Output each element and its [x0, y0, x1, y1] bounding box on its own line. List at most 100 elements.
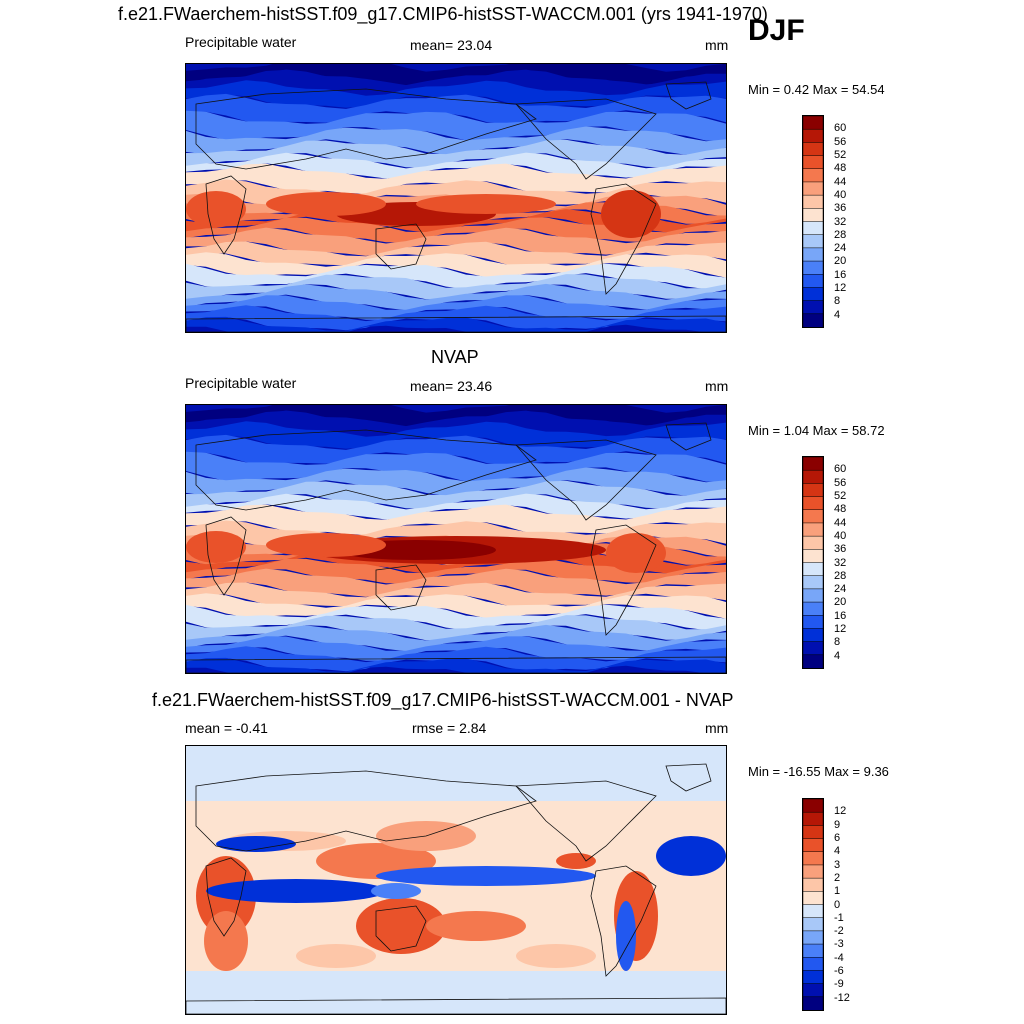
panel1-mean-label: mean= 23.04 — [410, 37, 493, 53]
panel1-map-plot — [186, 64, 726, 332]
panel3-mean-label: mean = -0.41 — [185, 720, 268, 736]
coastline — [515, 780, 657, 862]
contour-blob — [204, 911, 248, 971]
coastline — [375, 223, 427, 270]
colorbar-box — [803, 260, 823, 275]
contour-band — [186, 582, 726, 607]
contour-band — [186, 241, 726, 266]
colorbar-box — [803, 128, 823, 143]
coastline — [665, 763, 712, 792]
contour-band — [186, 451, 726, 483]
colorbar-tick-label: 24 — [834, 242, 847, 255]
colorbar-box — [803, 522, 823, 537]
contour-band — [186, 410, 726, 437]
colorbar-box — [803, 825, 823, 840]
contour-blob — [516, 944, 596, 968]
colorbar-box — [803, 457, 823, 471]
colorbar-box — [803, 300, 823, 315]
coastline — [195, 770, 537, 852]
contour-band — [186, 593, 726, 619]
colorbar-box — [803, 864, 823, 879]
contour-band — [186, 636, 726, 661]
contour-blob — [356, 898, 446, 954]
contour-blob — [296, 944, 376, 968]
colorbar-tick-label: 16 — [834, 268, 847, 281]
panel3-units-label: mm — [705, 720, 729, 736]
colorbar-tick-label: -3 — [834, 938, 844, 951]
contour-band — [186, 227, 726, 256]
colorbar-box — [803, 641, 823, 656]
colorbar-box — [803, 168, 823, 183]
colorbar-tick-label: 56 — [834, 135, 847, 148]
colorbar-box — [803, 811, 823, 826]
colorbar-tick-label: 12 — [834, 805, 847, 818]
colorbar-tick-label: 52 — [834, 489, 847, 502]
panel3-rmse-label: rmse = 2.84 — [412, 720, 487, 736]
colorbar-tick-label: -2 — [834, 925, 844, 938]
contour-band — [186, 615, 726, 641]
colorbar-tick-label: 1 — [834, 885, 841, 898]
panel1-map — [185, 63, 727, 333]
colorbar-box — [803, 221, 823, 236]
panel2-units-label: mm — [705, 378, 729, 394]
colorbar-tick-label: 60 — [834, 463, 847, 476]
colorbar-tick-label: 8 — [834, 295, 841, 308]
contour-blob — [616, 901, 636, 971]
colorbar-box — [803, 891, 823, 906]
colorbar-box — [803, 181, 823, 196]
colorbar-box — [803, 549, 823, 564]
coastline — [590, 865, 657, 977]
contour-blob — [216, 836, 296, 852]
coastline — [205, 857, 247, 937]
panel2-map — [185, 404, 727, 674]
contour-band — [186, 274, 726, 300]
contour-blob — [601, 190, 661, 238]
contour-band — [186, 657, 726, 673]
colorbar-box — [803, 615, 823, 629]
colorbar-tick-label: 12 — [834, 282, 847, 295]
colorbar-box — [803, 274, 823, 288]
coastline — [515, 439, 657, 521]
coastline — [195, 429, 537, 511]
coastline — [186, 315, 726, 332]
colorbar-tick-label: 12 — [834, 623, 847, 636]
colorbar-tick-label: 0 — [834, 898, 841, 911]
panel1-variable-label: Precipitable water — [185, 34, 297, 50]
contour-blob — [266, 533, 386, 557]
colorbar-box — [803, 996, 823, 1010]
contour-blob — [371, 883, 421, 899]
colorbar-box — [803, 970, 823, 985]
colorbar-box — [803, 313, 823, 327]
panel3-colorbar — [802, 798, 824, 1011]
colorbar-box — [803, 983, 823, 998]
colorbar-tick-label: 32 — [834, 215, 847, 228]
contour-band — [186, 568, 726, 597]
panel1-units-label: mm — [705, 37, 729, 53]
colorbar-tick-label: 44 — [834, 516, 847, 529]
colorbar-tick-label: 9 — [834, 818, 841, 831]
colorbar-box — [803, 155, 823, 170]
colorbar-box — [803, 588, 823, 603]
coastline — [186, 656, 726, 673]
colorbar-tick-label: 32 — [834, 556, 847, 569]
contour-blob — [656, 836, 726, 876]
coastline — [375, 564, 427, 611]
contour-blob — [376, 866, 596, 886]
colorbar-tick-label: 16 — [834, 609, 847, 622]
contour-band — [186, 467, 726, 496]
contour-blob — [186, 531, 246, 563]
contour-band — [186, 80, 726, 108]
colorbar-box — [803, 116, 823, 130]
colorbar-tick-label: 56 — [834, 476, 847, 489]
colorbar-tick-label: 20 — [834, 255, 847, 268]
colorbar-box — [803, 877, 823, 892]
colorbar-tick-label: 60 — [834, 122, 847, 135]
colorbar-box — [803, 917, 823, 932]
colorbar-tick-label: 4 — [834, 308, 841, 321]
contour-blob — [606, 533, 666, 573]
colorbar-tick-label: 6 — [834, 831, 841, 844]
panel1-colorbar — [802, 115, 824, 328]
colorbar-tick-label: -4 — [834, 951, 844, 964]
coastline — [590, 524, 657, 636]
coastline — [375, 905, 427, 952]
